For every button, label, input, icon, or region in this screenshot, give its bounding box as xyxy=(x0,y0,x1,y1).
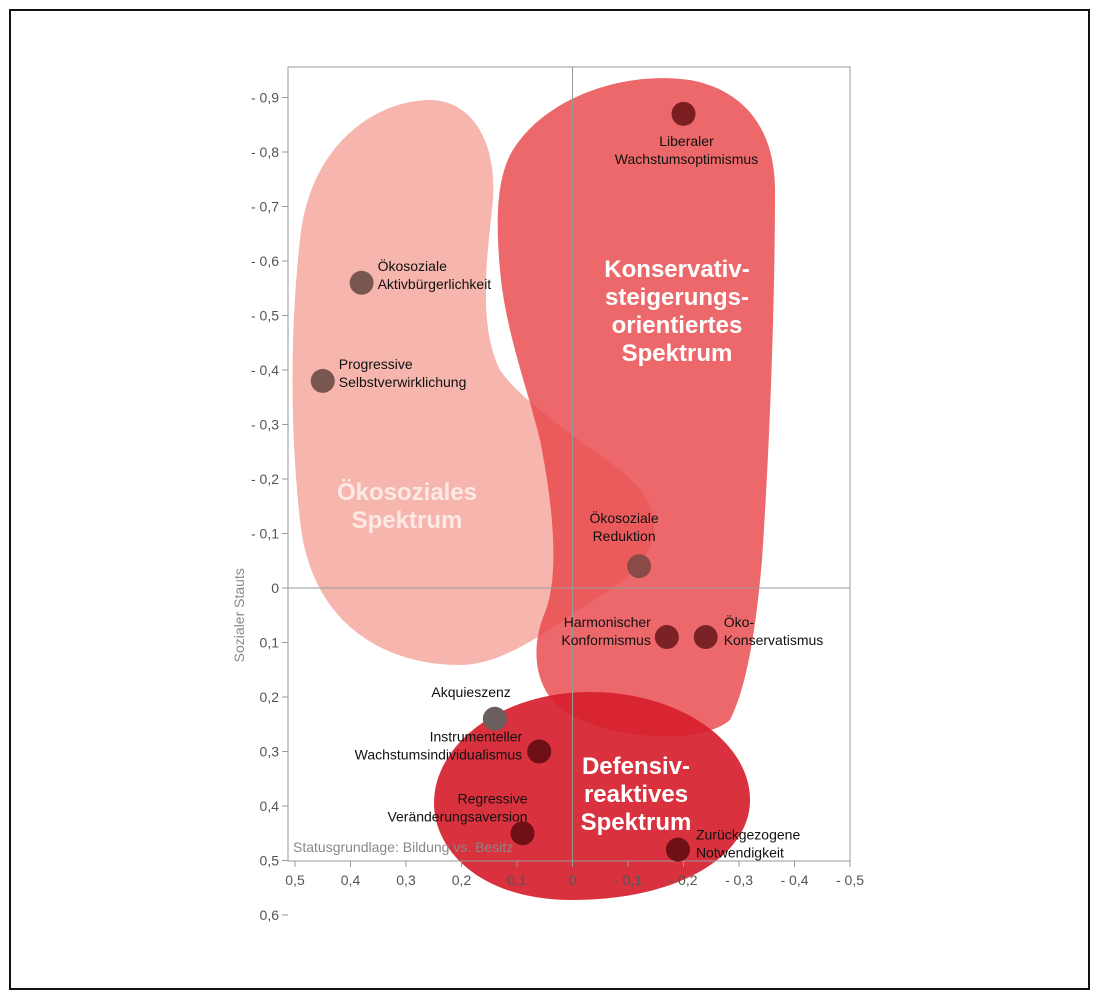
point-label: Akquieszenz xyxy=(431,684,510,700)
point-label: Progressive Selbstverwirklichung xyxy=(339,356,467,390)
point-label-line: Zurückgezogene xyxy=(696,827,801,843)
x-tick-label: 0 xyxy=(569,872,577,888)
point-label-line: Öko- xyxy=(724,613,755,630)
point-label-line: Harmonischer xyxy=(564,614,651,630)
point-label-line: Akquieszenz xyxy=(431,684,510,700)
y-tick-label: - 0,5 xyxy=(251,308,279,324)
x-tick-label: - 0,5 xyxy=(836,872,864,888)
region-labels-layer: Ökosoziales SpektrumKonservativ-steigerun… xyxy=(337,256,750,836)
point-label-line: Liberaler xyxy=(659,133,714,149)
y-tick-label: - 0,8 xyxy=(251,144,279,160)
y-tick-label: - 0,2 xyxy=(251,471,279,487)
data-point xyxy=(527,739,552,764)
region-2-shape xyxy=(497,78,775,737)
region-label-line: Spektrum xyxy=(581,809,692,836)
y-tick-label: 0,6 xyxy=(260,907,280,923)
data-point xyxy=(665,837,690,862)
y-tick-label: 0,4 xyxy=(260,798,280,814)
point-label: Öko- Konservatismus xyxy=(724,613,824,648)
point-label-line: Konformismus xyxy=(561,632,650,648)
point-label-line: Konservatismus xyxy=(724,632,824,648)
point-label-line: Notwendigkeit xyxy=(696,845,784,861)
data-point xyxy=(349,270,374,295)
point-label: Ökosoziale Aktivbürgerlichkeit xyxy=(378,257,492,292)
y-tick-label: - 0,9 xyxy=(251,90,279,106)
region-label-line: Ökosoziales xyxy=(337,479,477,506)
x-tick-label: 0,2 xyxy=(452,872,472,888)
y-tick-label: 0,3 xyxy=(260,744,280,760)
point-label-line: Regressive xyxy=(458,790,528,806)
y-tick-label: 0,1 xyxy=(260,635,280,651)
x-tick-label: 0,3 xyxy=(396,872,416,888)
point-label-line: Wachstumsoptimismus xyxy=(615,151,758,167)
x-tick-label: 0,1 xyxy=(507,872,527,888)
point-label-line: Veränderungsaversion xyxy=(387,808,527,824)
y-tick-label: - 0,7 xyxy=(251,199,279,215)
region-label-line: orientiertes xyxy=(612,312,743,339)
y-tick-label: - 0,6 xyxy=(251,253,279,269)
x-tick-label: - 0,3 xyxy=(725,872,753,888)
x-tick-label: - 0,2 xyxy=(669,872,697,888)
data-point xyxy=(510,821,535,846)
region-label-line: steigerungs- xyxy=(605,284,749,311)
point-label-line: Ökosoziale xyxy=(589,509,658,526)
region-label-line: reaktives xyxy=(584,781,688,808)
x-axis-label: Statusgrundlage: Bildung vs. Besitz xyxy=(293,839,513,855)
point-label-line: Progressive xyxy=(339,356,413,372)
region-label-line: Defensiv- xyxy=(582,753,690,780)
point-label: Harmonischer Konformismus xyxy=(561,614,651,648)
y-tick-label: - 0,3 xyxy=(251,417,279,433)
data-point xyxy=(310,368,335,393)
data-point xyxy=(654,625,679,650)
y-axis-label: Sozialer Stauts xyxy=(231,568,247,662)
point-label-line: Wachstumsindividualismus xyxy=(355,747,523,763)
data-point xyxy=(671,101,696,126)
axes-layer: - 0,9 - 0,8 - 0,7 - 0,6 - 0,5 - 0,4 - 0,3 - 0,2… xyxy=(231,66,864,923)
data-point xyxy=(482,706,507,731)
data-point xyxy=(693,625,718,650)
point-label: Zurückgezogene Notwendigkeit xyxy=(696,827,801,861)
y-tick-label: 0,5 xyxy=(260,853,280,869)
y-tick-label: 0 xyxy=(271,580,279,596)
x-tick-label: 0,4 xyxy=(341,872,361,888)
point-label: Instrumenteller Wachstumsindividualismus xyxy=(355,729,523,763)
point-label-line: Aktivbürgerlichkeit xyxy=(378,276,492,292)
data-point xyxy=(627,554,652,579)
point-label-line: Reduktion xyxy=(593,528,656,544)
region-label-2: Konservativ-steigerungs-orientiertes Spek… xyxy=(604,256,749,367)
y-tick-label: - 0,4 xyxy=(251,362,279,378)
point-label-line: Selbstverwirklichung xyxy=(339,374,467,390)
x-tick-label: - 0,4 xyxy=(780,872,808,888)
region-label-1: Ökosoziales Spektrum xyxy=(337,479,477,534)
region-label-3: Defensiv-reaktives Spektrum xyxy=(581,753,692,836)
region-label-line: Spektrum xyxy=(352,507,463,534)
point-label: Ökosoziale Reduktion xyxy=(589,509,658,544)
point-label-line: Instrumenteller xyxy=(430,729,523,745)
y-tick-label: - 0,1 xyxy=(251,526,279,542)
points-layer: Liberaler Wachstumsoptimismus Ökosoziale Ak… xyxy=(310,101,824,862)
point-label: Liberaler Wachstumsoptimismus xyxy=(615,133,758,167)
x-tick-label: - 0,1 xyxy=(614,872,642,888)
region-label-line: Konservativ- xyxy=(604,256,749,283)
point-label: Regressive Veränderungsaversion xyxy=(387,790,527,824)
plot-border xyxy=(287,66,851,862)
y-tick-label: 0,2 xyxy=(260,689,280,705)
point-label-line: Ökosoziale xyxy=(378,257,447,274)
region-label-line: Spektrum xyxy=(622,340,733,367)
x-tick-label: 0,5 xyxy=(285,872,305,888)
